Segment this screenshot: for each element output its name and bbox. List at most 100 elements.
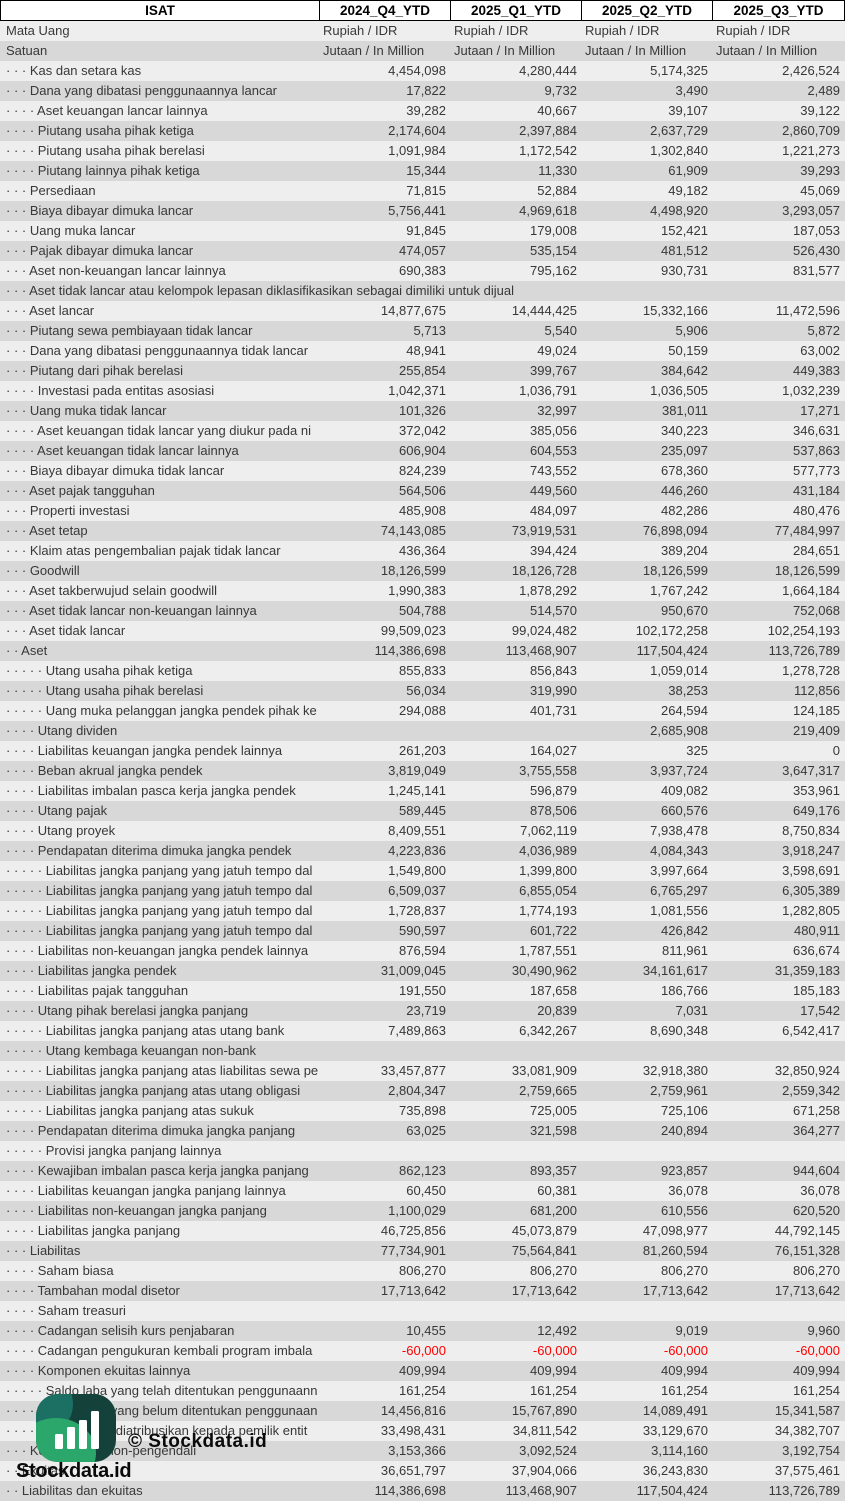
cell-value: 2,637,729 bbox=[650, 123, 708, 138]
cell-value: 1,091,984 bbox=[388, 143, 446, 158]
cell-value: 113,468,907 bbox=[505, 643, 577, 658]
cell-value: 3,937,724 bbox=[650, 763, 708, 778]
cell-value: 60,381 bbox=[537, 1183, 577, 1198]
table-row: · · · · Beban akrual jangka pendek 3,819,… bbox=[0, 761, 845, 781]
cell-value: 482,286 bbox=[661, 503, 708, 518]
cell-value: Rupiah / IDR bbox=[454, 23, 529, 38]
bar-chart-glyph bbox=[55, 1411, 99, 1449]
table-row: · · · Liabilitas 77,734,901 75,564,841 81,2… bbox=[0, 1241, 845, 1261]
stockdata-wordmark: Stockdata.id bbox=[16, 1460, 132, 1482]
row-label: · · · · · Provisi jangka panjang lainnya bbox=[6, 1143, 222, 1158]
cell-value: 862,123 bbox=[399, 1163, 446, 1178]
table-row: · · · Aset tidak lancar non-keuangan lai… bbox=[0, 601, 845, 621]
cell-value: 2,685,908 bbox=[650, 723, 708, 738]
row-label: · · · Properti investasi bbox=[6, 503, 130, 518]
cell-value: 1,787,551 bbox=[519, 943, 577, 958]
row-label: · · · Biaya dibayar dimuka lancar bbox=[6, 203, 194, 218]
table-row: · · · Piutang dari pihak berelasi 255,854… bbox=[0, 361, 845, 381]
cell-value: 735,898 bbox=[399, 1103, 446, 1118]
cell-value: 649,176 bbox=[793, 803, 840, 818]
table-row: · · · · · Liabilitas jangka panjang yang… bbox=[0, 881, 845, 901]
cell-value: 3,755,558 bbox=[519, 763, 577, 778]
cell-value: 2,759,961 bbox=[650, 1083, 708, 1098]
cell-value: 114,386,698 bbox=[374, 643, 446, 658]
cell-value: 17,271 bbox=[800, 403, 840, 418]
row-label: · · · · Aset keuangan lancar lainnya bbox=[6, 103, 208, 118]
cell-value: 77,734,901 bbox=[380, 1243, 446, 1258]
cell-value: 601,722 bbox=[530, 923, 577, 938]
row-label: · · · · Cadangan selisih kurs penjabaran bbox=[6, 1323, 235, 1338]
cell-value: 811,961 bbox=[661, 943, 708, 958]
cell-value: -60,000 bbox=[532, 1343, 577, 1358]
row-label: · · · · Piutang usaha pihak berelasi bbox=[6, 143, 205, 158]
row-label: · · · Aset non-keuangan lancar lainnya bbox=[6, 263, 226, 278]
cell-value: -60,000 bbox=[401, 1343, 446, 1358]
cell-value: 681,200 bbox=[530, 1203, 577, 1218]
row-label: · · · Piutang dari pihak berelasi bbox=[6, 363, 184, 378]
cell-value: 725,106 bbox=[661, 1103, 708, 1118]
cell-value: 185,183 bbox=[793, 983, 840, 998]
cell-value: 660,576 bbox=[661, 803, 708, 818]
table-row: · · Ekuitas 36,651,797 37,904,066 36,243,83… bbox=[0, 1461, 845, 1481]
row-label: · · · · Pendapatan diterima dimuka jangk… bbox=[6, 1123, 296, 1138]
cell-value: 39,122 bbox=[800, 103, 840, 118]
cell-value: 17,713,642 bbox=[511, 1283, 577, 1298]
cell-value: Jutaan / In Million bbox=[585, 43, 687, 58]
cell-value: 1,221,273 bbox=[782, 143, 840, 158]
cell-value: 1,728,837 bbox=[388, 903, 446, 918]
table-row: · · · · Piutang usaha pihak ketiga 2,174,… bbox=[0, 121, 845, 141]
row-label: · · · Piutang sewa pembiayaan tidak lanc… bbox=[6, 323, 253, 338]
cell-value: 11,330 bbox=[538, 163, 577, 178]
table-row: · · · · · Liabilitas jangka panjang atas… bbox=[0, 1101, 845, 1121]
cell-value: 15,344 bbox=[406, 163, 446, 178]
cell-value: 284,651 bbox=[793, 543, 840, 558]
table-header-row: ISAT 2024_Q4_YTD 2025_Q1_YTD 2025_Q2_YTD… bbox=[0, 0, 845, 21]
table-row: · · · Aset tidak lancar atau kelompok le… bbox=[0, 281, 845, 301]
cell-value: 831,577 bbox=[793, 263, 840, 278]
cell-value: 1,081,556 bbox=[650, 903, 708, 918]
cell-value: 264,594 bbox=[661, 703, 708, 718]
stockdata-logo-icon bbox=[36, 1394, 116, 1462]
table-row: · · · Uang muka tidak lancar 101,326 32,99… bbox=[0, 401, 845, 421]
row-label: · · · · Liabilitas jangka pendek bbox=[6, 963, 177, 978]
cell-value: 4,036,989 bbox=[519, 843, 577, 858]
row-label: · · · · · Liabilitas jangka panjang yang… bbox=[6, 883, 313, 898]
row-label: · · · · Liabilitas keuangan jangka panja… bbox=[6, 1183, 286, 1198]
cell-value: 186,766 bbox=[661, 983, 708, 998]
cell-value: 2,489 bbox=[807, 83, 840, 98]
table-row: · · · · · Liabilitas jangka panjang atas… bbox=[0, 1061, 845, 1081]
cell-value: 240,894 bbox=[661, 1123, 708, 1138]
table-row: · · · · Aset keuangan tidak lancar lainn… bbox=[0, 441, 845, 461]
cell-value: 36,078 bbox=[800, 1183, 840, 1198]
cell-value: 11,472,596 bbox=[775, 303, 840, 318]
cell-value: 436,364 bbox=[399, 543, 446, 558]
cell-value: 7,062,119 bbox=[520, 823, 577, 838]
table-row: · · · · Cadangan selisih kurs penjabaran… bbox=[0, 1321, 845, 1341]
table-row: · · · Goodwill 18,126,599 18,126,728 18,126… bbox=[0, 561, 845, 581]
row-label: · · · · · Liabilitas jangka panjang atas… bbox=[6, 1023, 285, 1038]
row-label: · · · Dana yang dibatasi penggunaannya t… bbox=[6, 343, 309, 358]
table-row: · · · Piutang sewa pembiayaan tidak lanc… bbox=[0, 321, 845, 341]
row-label: · · · · Piutang usaha pihak ketiga bbox=[6, 123, 194, 138]
cell-value: 36,651,797 bbox=[380, 1463, 446, 1478]
table-row: · · · · Saham biasa 806,270 806,270 806,270… bbox=[0, 1261, 845, 1281]
row-label: · · · · · Liabilitas jangka panjang yang… bbox=[6, 863, 313, 878]
table-row: · · · · Komponen ekuitas lainnya 409,994 4… bbox=[0, 1361, 845, 1381]
table-row: · · Aset 114,386,698 113,468,907 117,504,42… bbox=[0, 641, 845, 661]
cell-value: 49,024 bbox=[537, 343, 577, 358]
row-label: · · · · Liabilitas keuangan jangka pende… bbox=[6, 743, 283, 758]
cell-value: 30,490,962 bbox=[511, 963, 577, 978]
cell-value: 5,540 bbox=[544, 323, 577, 338]
row-label: · · · · Tambahan modal disetor bbox=[6, 1283, 180, 1298]
table-row: · · · · · Utang usaha pihak ketiga 855,83… bbox=[0, 661, 845, 681]
cell-value: 34,161,617 bbox=[642, 963, 708, 978]
cell-value: 75,564,841 bbox=[511, 1243, 577, 1258]
cell-value: 564,506 bbox=[399, 483, 446, 498]
cell-value: 3,598,691 bbox=[782, 863, 840, 878]
period-header-cell: 2024_Q4_YTD bbox=[320, 1, 451, 20]
table-row: · · · · · Saldo laba yang belum ditentuk… bbox=[0, 1401, 845, 1421]
cell-value: 47,098,977 bbox=[642, 1223, 708, 1238]
cell-value: 3,490 bbox=[675, 83, 708, 98]
row-label: · · · · Utang proyek bbox=[6, 823, 116, 838]
row-label: · · · Liabilitas bbox=[6, 1243, 81, 1258]
